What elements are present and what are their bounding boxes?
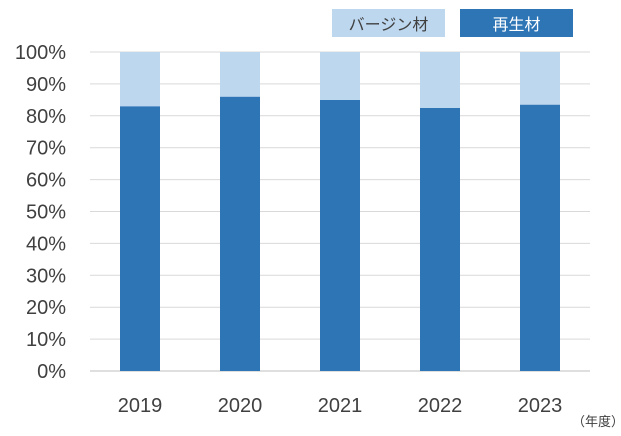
y-tick-label: 0% — [37, 361, 66, 383]
bar-recycled — [520, 104, 560, 371]
x-tick-label: 2021 — [318, 395, 363, 417]
x-tick-label: 2020 — [218, 395, 263, 417]
bar-virgin — [220, 52, 260, 97]
bar-virgin — [420, 52, 460, 108]
legend-virgin: バージン材 — [332, 9, 445, 37]
y-tick-label: 10% — [26, 329, 66, 351]
x-axis-unit: （年度） — [572, 414, 621, 430]
y-tick-label: 50% — [26, 202, 66, 224]
y-tick-label: 40% — [26, 233, 66, 255]
y-tick-label: 30% — [26, 265, 66, 287]
bars — [120, 52, 560, 371]
x-axis-ticks: 2019 2020 2021 2022 2023 — [118, 395, 563, 417]
bar-recycled — [420, 107, 460, 371]
y-tick-label: 90% — [26, 74, 66, 96]
x-tick-label: 2019 — [118, 395, 163, 417]
legend-recycled: 再生材 — [460, 9, 573, 37]
y-axis-ticks: 0% 10% 20% 30% 40% 50% 60% 70% 80% 90% 100% — [15, 42, 66, 383]
y-tick-label: 20% — [26, 297, 66, 319]
y-tick-label: 100% — [15, 42, 66, 64]
bar-virgin — [320, 52, 360, 100]
y-tick-label: 70% — [26, 138, 66, 160]
x-tick-label: 2023 — [518, 395, 563, 417]
bar-virgin — [520, 52, 560, 105]
bar-recycled — [120, 106, 160, 371]
y-tick-label: 60% — [26, 170, 66, 192]
bar-recycled — [220, 96, 260, 371]
y-tick-label: 80% — [26, 106, 66, 128]
x-tick-label: 2022 — [418, 395, 463, 417]
bar-recycled — [320, 99, 360, 371]
bar-virgin — [120, 52, 160, 107]
